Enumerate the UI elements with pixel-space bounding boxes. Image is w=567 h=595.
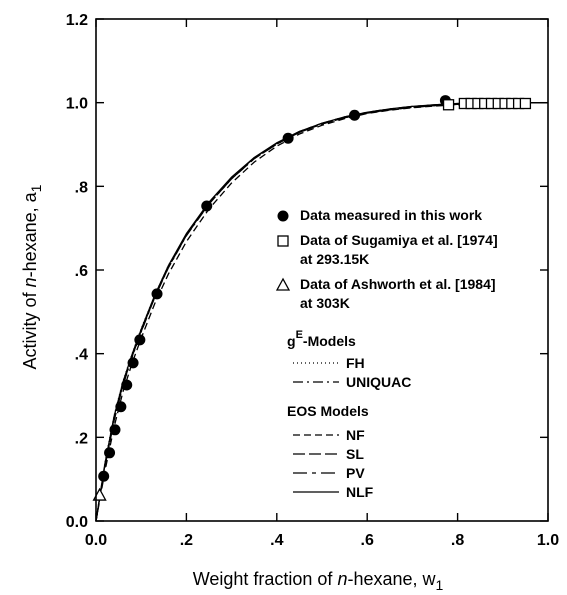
legend-label: Data of Ashworth et al. [1984]: [300, 276, 496, 292]
data-point-filled-circle-6: [134, 334, 146, 346]
legend-label: at 303K: [300, 295, 350, 311]
data-point-filled-circle-3: [115, 401, 127, 413]
x-tick-label: 0.0: [85, 532, 107, 549]
y-tick-label: .4: [75, 347, 88, 364]
y-tick-label: .2: [75, 430, 88, 447]
data-point-open-square-0: [442, 99, 455, 111]
plot-lines: [95, 102, 548, 522]
plot-frame: [95, 18, 549, 522]
x-tick-label: .2: [180, 532, 193, 549]
x-tick-label: .6: [361, 532, 374, 549]
data-point-filled-circle-5: [127, 357, 139, 369]
legend-label-nf: NF: [346, 427, 365, 443]
y-tick-label: 0.0: [66, 514, 88, 531]
data-point-filled-circle-4: [121, 379, 133, 391]
axes: 0.0 .2 .4 .6 .8 1.0 0.0 .2 .4 .6 .8 1.0 1.2: [66, 12, 559, 549]
curve-nlf: [95, 102, 548, 522]
legend-label: at 293.15K: [300, 251, 369, 267]
legend-label-sl: SL: [346, 446, 364, 462]
y-tick-label: 1.2: [66, 12, 88, 29]
data-point-filled-circle-0: [98, 470, 110, 482]
curve-uniquac: [95, 102, 548, 522]
x-axis-label: Weight fraction of n-hexane, w1: [193, 569, 444, 593]
y-tick-label: .8: [75, 179, 88, 196]
legend-ge-heading: gE-Models: [287, 329, 356, 349]
data-point-filled-circle-10: [349, 109, 361, 121]
x-tick-label: .4: [270, 532, 283, 549]
legend-marker-filled-circle: [277, 210, 289, 222]
legend-label-nlf: NLF: [346, 484, 374, 500]
data-point-open-square-10: [519, 97, 532, 110]
x-tick-label: 1.0: [537, 532, 559, 549]
y-axis-label: Activity of n-hexane, a1: [20, 184, 44, 369]
curve-sl: [95, 102, 548, 522]
legend-label: Data of Sugamiya et al. [1974]: [300, 232, 498, 248]
legend: Data measured in this work Data of Sugami…: [275, 207, 498, 500]
data-point-filled-circle-9: [282, 132, 294, 144]
legend-label: Data measured in this work: [300, 207, 482, 223]
x-tick-label: .8: [451, 532, 464, 549]
legend-label-fh: FH: [346, 355, 365, 371]
curve-pv: [95, 102, 548, 522]
legend-eos-heading: EOS Models: [287, 403, 369, 419]
data-point-filled-circle-1: [104, 447, 116, 459]
curve-nf: [95, 102, 548, 522]
y-tick-label: 1.0: [66, 96, 88, 113]
data-point-filled-circle-2: [109, 424, 121, 436]
legend-label-uniquac: UNIQUAC: [346, 374, 411, 390]
data-point-filled-circle-8: [201, 200, 213, 212]
curve-fh: [95, 102, 548, 522]
legend-label-pv: PV: [346, 465, 365, 481]
legend-marker-open-triangle: [275, 277, 291, 291]
y-tick-label: .6: [75, 263, 88, 280]
legend-marker-open-square: [277, 235, 289, 247]
data-point-filled-circle-7: [151, 288, 163, 300]
